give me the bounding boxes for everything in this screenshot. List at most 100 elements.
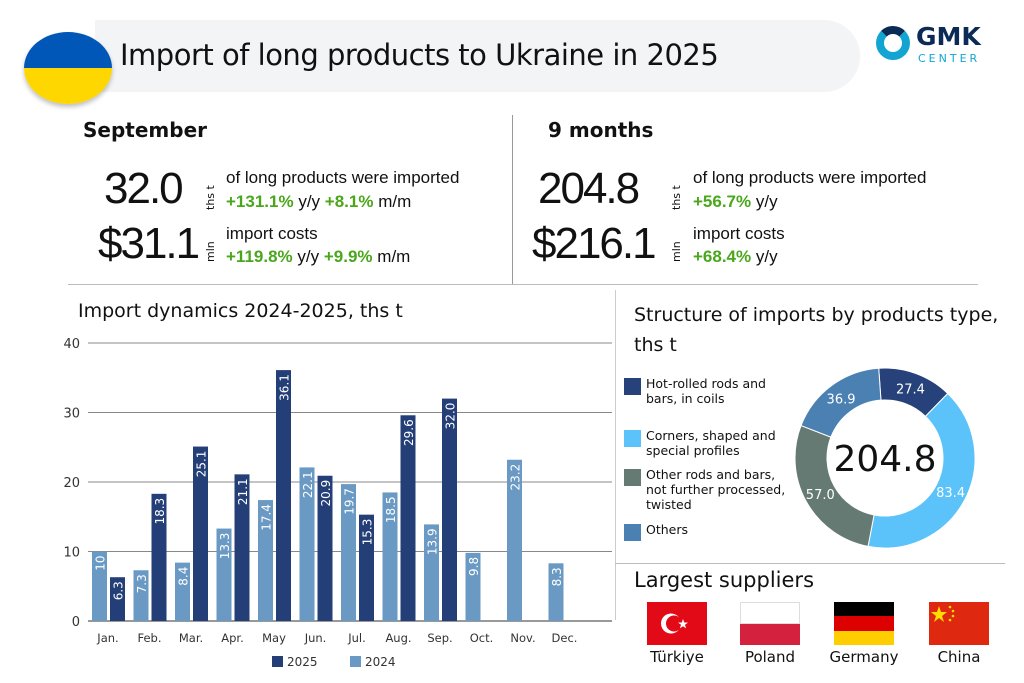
slice-value-label: 57.0 xyxy=(806,488,835,503)
sep-volume-change: +131.1% y/y +8.1% m/m xyxy=(226,192,411,212)
y-tick-label: 10 xyxy=(63,546,80,561)
nm-cost-desc: import costs xyxy=(693,224,785,243)
bar-2024 xyxy=(548,563,564,621)
y-tick-label: 0 xyxy=(72,615,80,630)
x-tick-label: Jun. xyxy=(304,631,327,645)
bar-value-label: 9.8 xyxy=(467,557,481,576)
country-label: Türkiye xyxy=(650,648,704,666)
bar-value-label: 13.3 xyxy=(218,533,232,560)
bar-2024 xyxy=(341,484,356,621)
donut-slice xyxy=(800,367,882,438)
turkey-flag-icon xyxy=(647,602,707,645)
legend-swatch xyxy=(624,469,641,486)
bar-2025 xyxy=(110,577,125,621)
bar-value-label: 18.5 xyxy=(384,496,398,523)
x-tick-label: Oct. xyxy=(470,631,494,645)
september-heading: September xyxy=(83,118,207,142)
country-label: Poland xyxy=(744,648,796,666)
bar-2024 xyxy=(299,467,315,621)
bar-2025 xyxy=(276,370,291,621)
bar-value-label: 25.1 xyxy=(195,451,209,478)
germany-flag-icon xyxy=(834,602,894,645)
bar-value-label: 18.3 xyxy=(153,498,167,525)
bar-2024 xyxy=(382,492,398,621)
bar-2025 xyxy=(359,514,374,621)
legend-swatch xyxy=(624,378,641,395)
legend-swatch xyxy=(624,430,641,447)
bar-2024 xyxy=(258,500,273,621)
donut-chart: 27.4 83.4 57.0 36.9 204.8 xyxy=(794,367,976,549)
bar-value-label: 17.4 xyxy=(260,504,274,531)
legend-label: 2025 xyxy=(287,655,318,669)
title-band xyxy=(95,20,860,92)
bar-value-label: 15.3 xyxy=(361,519,375,546)
y-tick-label: 30 xyxy=(63,407,80,422)
country-label: Germany xyxy=(829,648,899,666)
logo-text: GMK xyxy=(916,22,981,51)
donut-slice xyxy=(867,392,976,549)
bar-2024 xyxy=(133,570,149,621)
pie-chart-title: Structure of imports by products type, t… xyxy=(634,304,999,356)
x-tick-label: May xyxy=(262,631,286,645)
legend-label: Corners, shaped and special profiles xyxy=(646,428,776,458)
legend-label: 2024 xyxy=(365,655,396,669)
bar-2024 xyxy=(465,552,481,621)
sep-volume-yy: +131.1% xyxy=(226,192,294,211)
x-tick-label: Jul. xyxy=(347,631,366,645)
sep-cost-mm: +9.9% xyxy=(323,247,373,266)
bar-2024 xyxy=(507,459,522,621)
legend-swatch-2025 xyxy=(272,656,283,667)
donut-total: 204.8 xyxy=(833,439,936,480)
y-tick-label: 20 xyxy=(63,476,80,491)
bar-value-label: 6.3 xyxy=(112,581,126,600)
nm-volume: 204.8 xyxy=(538,164,640,213)
legend-label: Others xyxy=(646,522,689,537)
bar-value-label: 7.3 xyxy=(135,574,149,593)
sep-cost-yy: +119.8% xyxy=(226,247,293,266)
x-tick-label: Jan. xyxy=(96,631,118,645)
bar-value-label: 13.9 xyxy=(426,528,440,555)
nm-cost-yy: +68.4% xyxy=(693,247,752,266)
bar-2025 xyxy=(151,493,167,621)
bar-value-label: 19.7 xyxy=(343,488,357,515)
bar-2025 xyxy=(442,398,457,621)
bar-2024 xyxy=(92,551,107,621)
legend-swatch-2024 xyxy=(350,656,361,667)
yy-label: y/y xyxy=(755,192,778,211)
country-label: China xyxy=(937,648,981,666)
yy-label: y/y xyxy=(297,247,320,266)
logo-subtext: CENTER xyxy=(918,52,981,65)
bar-value-label: 22.1 xyxy=(301,471,315,498)
nm-cost: $216.1 xyxy=(532,219,657,268)
nm-volume-unit: ths t xyxy=(670,185,683,210)
y-tick-label: 40 xyxy=(63,337,80,352)
x-tick-label: Dec. xyxy=(552,631,578,645)
sep-cost-change: +119.8% y/y +9.9% m/m xyxy=(226,247,410,267)
gmk-center-logo: GMK CENTER xyxy=(876,22,1006,72)
bar-value-label: 10 xyxy=(94,556,108,571)
yy-label: y/y xyxy=(755,247,778,266)
china-flag-icon xyxy=(929,602,989,645)
sep-volume-mm: +8.1% xyxy=(324,192,374,211)
nm-volume-change: +56.7% y/y xyxy=(693,192,778,212)
slice-value-label: 27.4 xyxy=(896,383,925,398)
bar-chart-title: Import dynamics 2024-2025, ths t xyxy=(78,300,403,322)
bar-2024 xyxy=(216,528,232,621)
x-tick-label: Aug. xyxy=(385,631,411,645)
bar-value-label: 21.1 xyxy=(236,478,250,505)
bar-value-label: 23.2 xyxy=(509,464,523,491)
bar-value-label: 20.9 xyxy=(319,480,333,507)
x-tick-label: Sep. xyxy=(427,631,452,645)
sep-cost-desc: import costs xyxy=(226,224,318,243)
nine-months-heading: 9 months xyxy=(548,118,654,142)
nm-cost-unit: mln xyxy=(670,241,683,262)
bar-2024 xyxy=(424,524,439,621)
nm-cost-change: +68.4% y/y xyxy=(693,247,778,267)
x-tick-label: Nov. xyxy=(510,631,535,645)
page-title: Import of long products to Ukraine in 20… xyxy=(120,38,719,72)
sep-cost: $31.1 xyxy=(98,219,200,268)
x-tick-label: Apr. xyxy=(221,631,244,645)
yy-label: y/y xyxy=(298,192,321,211)
bar-2025 xyxy=(193,446,208,621)
poland-flag-icon xyxy=(740,602,800,645)
